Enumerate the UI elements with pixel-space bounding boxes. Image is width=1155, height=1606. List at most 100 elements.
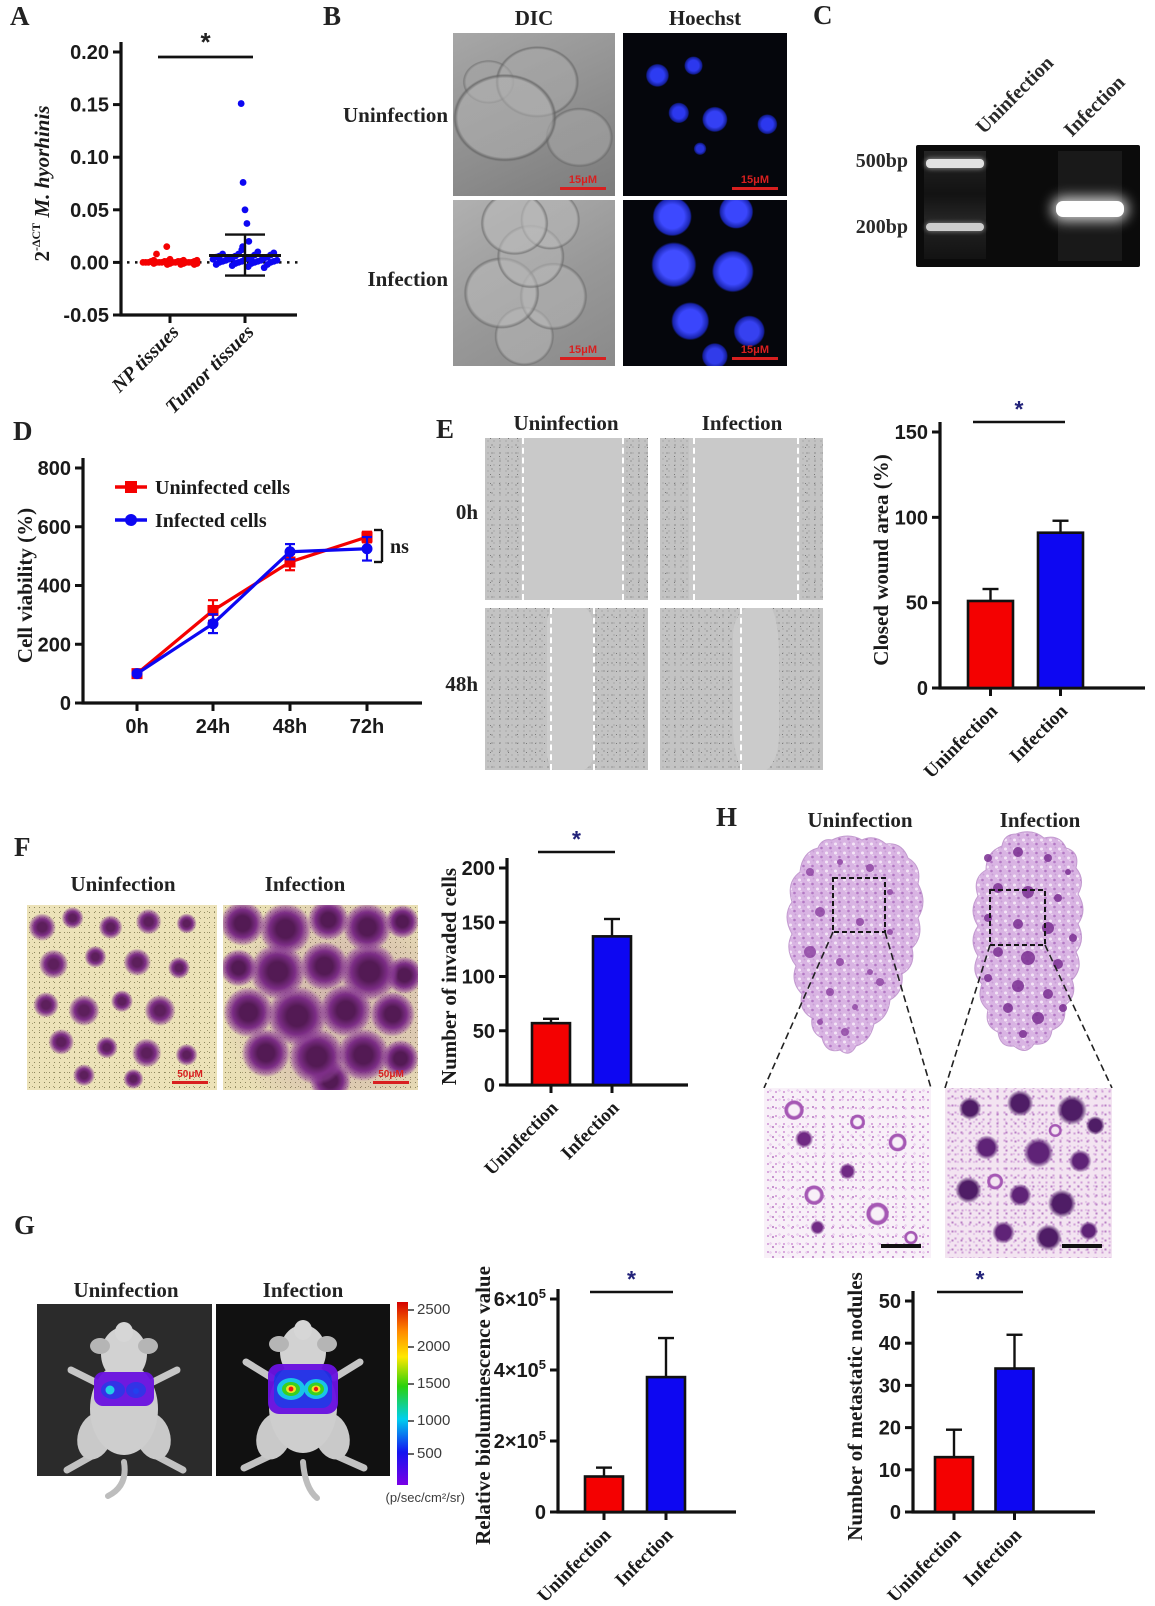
lung-section-infection	[972, 831, 1084, 1051]
cell-viability-line-chart: 0 200 400 600 800 0h 24h 48h 72h Uninfected cells…	[13, 458, 422, 738]
histology-uninfection-image	[764, 1088, 931, 1258]
panel-a-letter: A	[10, 1, 30, 31]
panel-g-letter: G	[14, 1210, 36, 1240]
svg-text:50: 50	[473, 1021, 495, 1043]
dic-uninfection-image: 15μM	[453, 33, 615, 196]
panel-h-letter: H	[716, 802, 738, 832]
svg-text:Number of metastatic nodules: Number of metastatic nodules	[843, 1272, 867, 1541]
panel-h-col-infection: Infection	[999, 808, 1081, 832]
svg-text:Relative bioluminescence value: Relative bioluminescence value	[471, 1266, 495, 1545]
svg-text:30: 30	[879, 1375, 901, 1397]
svg-text:800: 800	[38, 458, 71, 480]
inset-connector-lines	[763, 931, 1113, 1089]
hoechst-uninfection-image: 15μM	[623, 33, 787, 196]
closed-wound-bar-chart: 0 50 100 150 Uninfection Infection * Closed wou…	[869, 396, 1145, 783]
panel-c-letter: C	[813, 0, 833, 30]
svg-text:2-ΔCT M. hyorhinis: 2-ΔCT M. hyorhinis	[29, 106, 54, 262]
panel-b-letter: B	[323, 1, 342, 31]
svg-text:48h: 48h	[273, 716, 307, 738]
gel-image	[916, 145, 1140, 267]
svg-text:Infection: Infection	[557, 1097, 624, 1164]
svg-text:Closed wound area (%): Closed wound area (%)	[869, 454, 893, 665]
dic-infection-image: 15μM	[453, 200, 615, 366]
svg-text:0h: 0h	[125, 716, 148, 738]
panel-g-col-infection: Infection	[262, 1278, 344, 1302]
panel-f-col-uninfection: Uninfection	[70, 872, 176, 896]
svg-text:0.15: 0.15	[70, 95, 109, 117]
svg-text:0: 0	[890, 1502, 901, 1524]
panel-b-col-hoechst: Hoechst	[668, 6, 742, 30]
svg-text:Uninfection: Uninfection	[481, 1097, 563, 1179]
colorbar-tick: 1500	[417, 1375, 451, 1392]
svg-text:2×105: 2×105	[494, 1428, 546, 1453]
gel-lane-infection: Infection	[1059, 71, 1130, 142]
scalebar: 15μM	[732, 174, 778, 190]
scalebar: 50μM	[172, 1069, 208, 1084]
svg-text:ns: ns	[390, 536, 409, 558]
panel-e-col-infection: Infection	[701, 411, 783, 435]
svg-text:Uninfection: Uninfection	[534, 1524, 616, 1606]
svg-text:Infection: Infection	[960, 1524, 1027, 1591]
svg-text:0: 0	[60, 693, 71, 715]
svg-text:4×105: 4×105	[494, 1357, 546, 1382]
svg-text:400: 400	[38, 576, 71, 598]
mouse-uninfection-image	[37, 1304, 212, 1499]
scalebar: 50μM	[373, 1069, 409, 1084]
svg-text:50: 50	[879, 1291, 901, 1313]
hoechst-infection-image: 15μM	[623, 200, 787, 366]
panel-e-row-48h: 48h	[445, 672, 478, 696]
scalebar: 15μM	[560, 344, 606, 360]
svg-text:Number of invaded cells: Number of invaded cells	[437, 868, 461, 1085]
svg-text:24h: 24h	[196, 716, 230, 738]
svg-text:600: 600	[38, 517, 71, 539]
svg-text:0.05: 0.05	[70, 200, 109, 222]
inset-box	[832, 877, 886, 933]
wound-48h-uninfection-image	[485, 608, 648, 770]
gel-lane-uninfection: Uninfection	[971, 52, 1059, 139]
svg-text:150: 150	[462, 912, 495, 934]
scalebar-black	[1062, 1244, 1102, 1248]
lung-section-uninfection	[786, 835, 924, 1054]
bioluminescence-heatmap-low	[94, 1372, 154, 1406]
wound-0h-infection-image	[660, 438, 823, 600]
wound-48h-infection-image	[660, 608, 823, 770]
svg-text:*: *	[572, 826, 581, 852]
svg-text:100: 100	[895, 507, 928, 529]
panel-h-col-uninfection: Uninfection	[807, 808, 913, 832]
panel-e-row-0h: 0h	[455, 500, 478, 524]
svg-text:100: 100	[462, 967, 495, 989]
svg-text:0.20: 0.20	[70, 42, 109, 64]
inset-box	[989, 889, 1046, 946]
svg-text:72h: 72h	[350, 716, 384, 738]
panel-f-letter: F	[14, 832, 31, 862]
panel-e-col-uninfection: Uninfection	[513, 411, 619, 435]
panel-e-letter: E	[436, 414, 455, 444]
scalebar: 15μM	[732, 344, 778, 360]
panel-b-row-infection: Infection	[367, 267, 449, 291]
panel-b-row-uninfection: Uninfection	[343, 103, 448, 127]
svg-text:Infection: Infection	[1006, 700, 1073, 767]
histology-infection-image	[945, 1088, 1112, 1258]
panel-g-col-uninfection: Uninfection	[73, 1278, 179, 1302]
svg-text:0: 0	[535, 1502, 546, 1524]
gel-marker-500bp: 500bp	[855, 150, 908, 172]
gel-infection-band	[1056, 201, 1124, 217]
svg-text:6×105: 6×105	[494, 1286, 546, 1311]
svg-text:NP tissues: NP tissues	[107, 321, 184, 398]
svg-text:200: 200	[38, 634, 71, 656]
svg-text:200: 200	[462, 858, 495, 880]
mouse-infection-image	[216, 1304, 390, 1501]
svg-text:0.10: 0.10	[70, 147, 109, 169]
colorbar-tick: 2000	[417, 1338, 451, 1355]
colorbar-tick: 1000	[417, 1412, 451, 1429]
svg-text:*: *	[627, 1266, 636, 1292]
gel-marker-200bp: 200bp	[855, 216, 908, 238]
svg-text:40: 40	[879, 1333, 901, 1355]
svg-text:0.00: 0.00	[70, 252, 109, 274]
svg-text:20: 20	[879, 1418, 901, 1440]
svg-text:50: 50	[906, 593, 928, 615]
